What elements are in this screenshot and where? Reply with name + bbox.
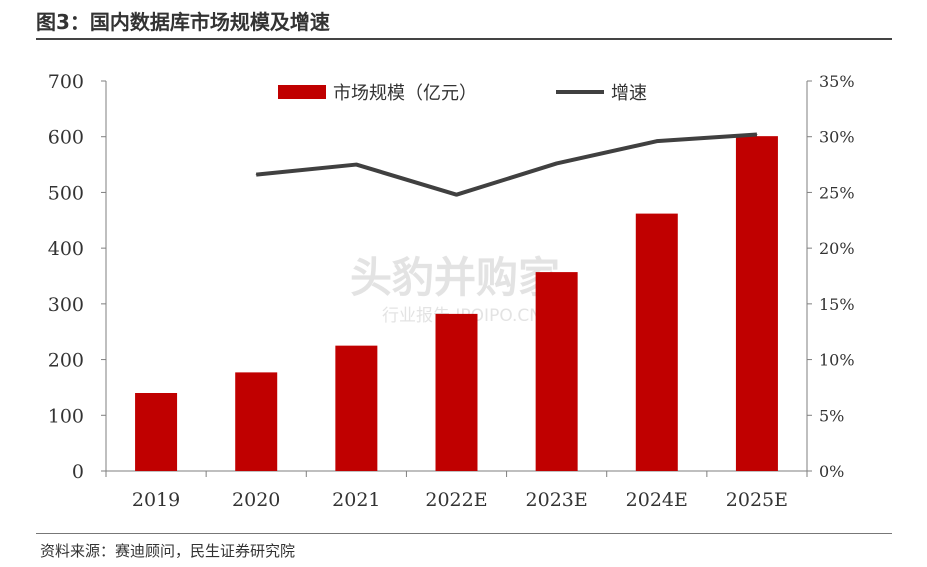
bar-2021 [335,345,378,471]
y-left-tick-label: 100 [48,405,84,427]
growth-point [255,174,257,176]
y-left-tick-label: 0 [72,461,84,483]
y-right-tick-label: 20% [819,239,855,258]
x-tick-label: 2023E [526,489,588,511]
growth-point [756,133,758,135]
x-tick-label: 2024E [626,489,688,511]
bar-2025E [735,136,778,471]
growth-line [256,132,758,197]
legend-swatch-bar [278,85,326,99]
y-right-tick-label: 0% [819,462,844,481]
y-right-tick-label: 25% [819,183,855,202]
y-left-tick-label: 300 [48,294,84,316]
chart-title: 图3：国内数据库市场规模及增速 [36,10,330,34]
y-right-tick-label: 35% [819,72,855,91]
growth-point [456,194,457,196]
source-note: 资料来源：赛迪顾问，民生证券研究院 [40,542,296,560]
y-right-tick-label: 15% [819,295,855,314]
y-left-tick-label: 200 [48,350,84,372]
watermark-logo: 头豹并购家 [350,253,560,302]
bar-2022E [435,313,478,471]
bar-2019 [135,393,178,471]
y-right-tick-label: 10% [819,351,855,370]
y-left-tick-label: 700 [48,71,84,93]
x-tick-label: 2025E [726,489,788,511]
bar-2020 [235,372,278,471]
growth-point [556,162,558,164]
legend-label-bar: 市场规模（亿元） [333,83,477,104]
y-left-tick-label: 600 [48,127,84,149]
x-tick-label: 2022E [425,489,487,511]
x-tick-label: 2021 [332,489,380,511]
y-left-tick-label: 400 [48,238,84,260]
bar-2023E [535,272,578,471]
legend-label-line: 增速 [611,83,647,104]
growth-point [656,140,658,142]
x-tick-label: 2020 [232,489,280,511]
footer-rule [36,533,892,534]
y-right-tick-label: 5% [819,406,844,425]
x-tick-label: 2019 [132,489,180,511]
growth-point [355,164,357,166]
y-right-tick-label: 30% [819,128,855,147]
y-left-tick-label: 500 [48,182,84,204]
bar-2024E [635,213,678,471]
title-underline [36,38,892,40]
